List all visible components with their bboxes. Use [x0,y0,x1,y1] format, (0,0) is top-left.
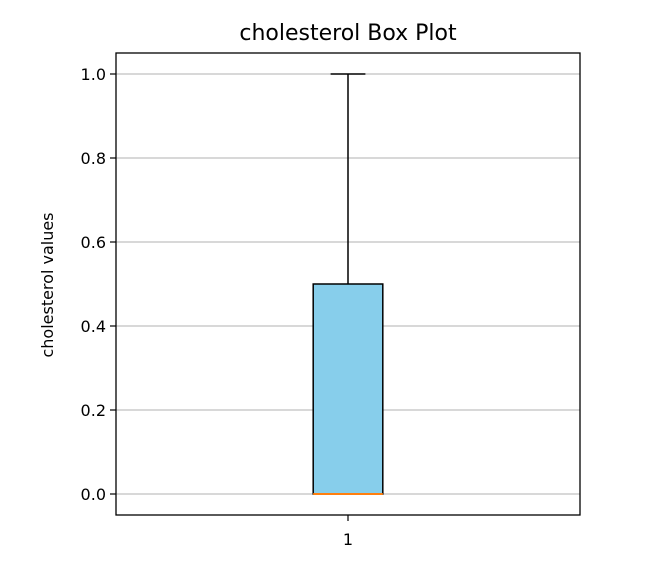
y-tick-label: 1.0 [81,65,106,84]
y-axis-label: cholesterol values [38,212,57,357]
box-series [312,73,384,495]
y-tick-label: 0.2 [81,401,106,420]
axis-ticks: 0.0 0.2 0.4 0.6 0.8 1.0 1 [81,65,354,549]
box-iqr [312,283,384,495]
y-tick-label: 0.4 [81,317,106,336]
y-tick-label: 0.0 [81,485,106,504]
plot-frame [115,52,581,516]
chart-title: cholesterol Box Plot [239,21,457,46]
x-tick-label: 1 [343,530,353,549]
y-tick-label: 0.6 [81,233,106,252]
y-tick-label: 0.8 [81,149,106,168]
